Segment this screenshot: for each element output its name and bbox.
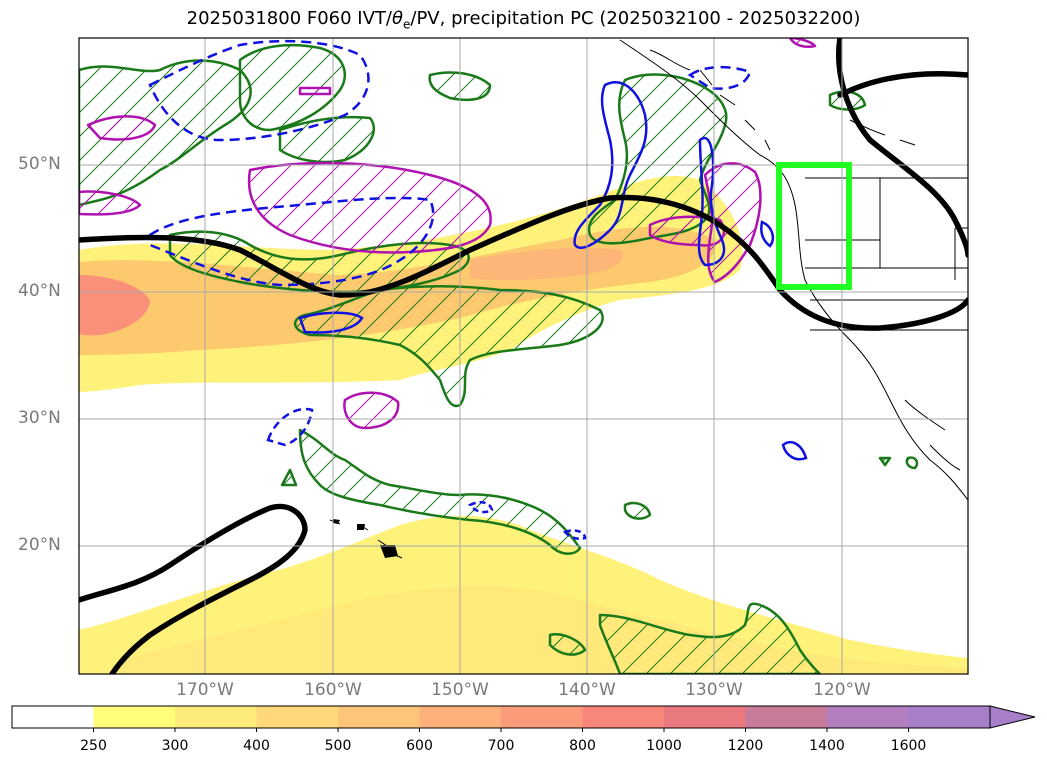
colorbar-segment xyxy=(256,706,339,728)
colorbar-tick-label: 250 xyxy=(80,738,107,754)
map-title: 2025031800 F060 IVT/θe/PV, precipitation… xyxy=(186,8,861,32)
colorbar-tick-label: 1400 xyxy=(809,738,845,754)
colorbar-segment xyxy=(12,706,94,728)
colorbar-segment xyxy=(745,706,828,728)
colorbar-tick-label: 700 xyxy=(487,738,515,754)
lat-label-30n: 30°N xyxy=(18,408,61,428)
colorbar-tick-label: 800 xyxy=(569,738,596,754)
lat-label-50n: 50°N xyxy=(18,154,61,174)
lon-label-140w: 140°W xyxy=(558,680,616,700)
colorbar-extend-arrow xyxy=(989,705,1036,729)
colorbar-tick-label: 600 xyxy=(406,738,433,754)
ivt-field-secondary xyxy=(470,248,623,281)
lon-label-130w: 130°W xyxy=(685,680,743,700)
lon-label-160w: 160°W xyxy=(304,680,362,700)
hawaii-islands xyxy=(333,519,398,558)
colorbar-segment xyxy=(501,706,583,728)
lat-label-20n: 20°N xyxy=(18,535,61,555)
magenta-contours xyxy=(79,38,817,430)
region-box xyxy=(776,162,852,290)
lat-label-40n: 40°N xyxy=(18,281,61,301)
colorbar-tick-label: 300 xyxy=(161,738,189,754)
ivt-field-max xyxy=(79,275,150,336)
colorbar-segment xyxy=(419,706,502,728)
colorbar-tick-label: 500 xyxy=(324,738,352,754)
lon-label-120w: 120°W xyxy=(813,680,871,700)
colorbar-tick-label: 1200 xyxy=(727,738,764,754)
map-frame xyxy=(78,37,969,675)
colorbar-segment xyxy=(175,706,257,728)
colorbar-segment xyxy=(664,706,746,728)
colorbar-segment xyxy=(582,706,665,728)
colorbar-segment xyxy=(908,706,991,728)
lon-label-150w: 150°W xyxy=(431,680,489,700)
colorbar-tick-label: 1600 xyxy=(890,738,927,754)
colorbar-segment xyxy=(827,706,909,728)
blue-contours xyxy=(148,39,808,540)
colorbar-segment xyxy=(93,706,176,728)
colorbar-tick-label: 1000 xyxy=(646,738,682,754)
lon-label-170w: 170°W xyxy=(176,680,234,700)
colorbar-segment xyxy=(338,706,420,728)
colorbar-tick-label: 400 xyxy=(243,738,270,754)
colorbar xyxy=(11,705,1036,732)
